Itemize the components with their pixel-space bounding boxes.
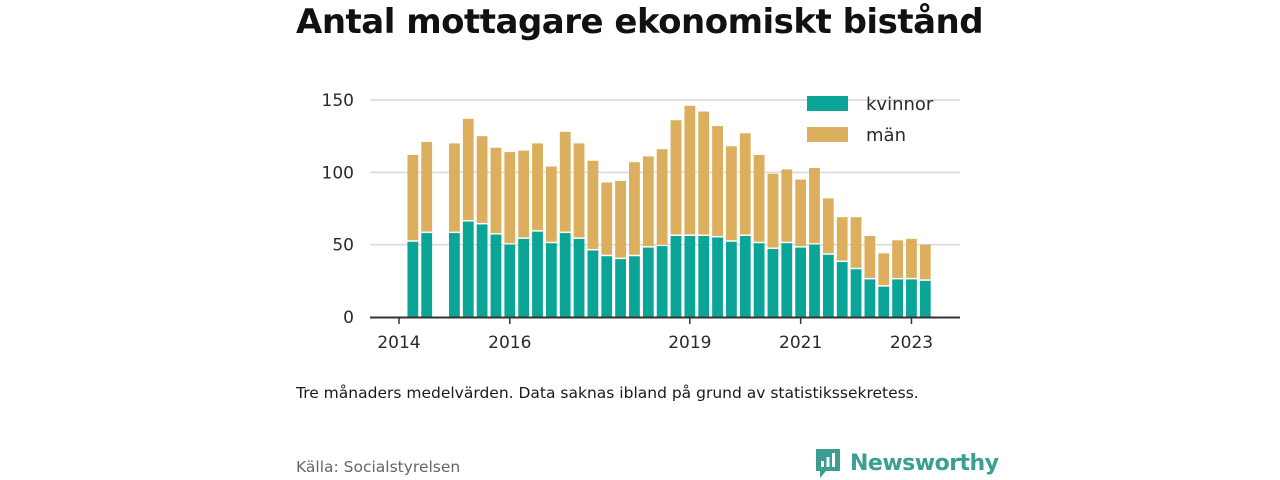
bar-man (864, 235, 876, 278)
bar-man (919, 244, 931, 280)
bar-kvinnor (864, 279, 876, 317)
bar-man (656, 149, 668, 245)
bar-kvinnor (739, 235, 751, 317)
bar-man (449, 143, 460, 232)
bar-kvinnor (836, 262, 848, 317)
bar-kvinnor (795, 247, 807, 317)
x-tick-label: 2016 (488, 333, 531, 353)
bar-kvinnor (726, 241, 737, 317)
bar-kvinnor (490, 234, 502, 317)
bar-man (795, 179, 807, 247)
legend-label: män (866, 125, 906, 146)
bar-kvinnor (629, 256, 640, 317)
bar-man (670, 120, 682, 235)
bar-kvinnor (822, 254, 834, 317)
bar-man (476, 136, 488, 223)
bar-kvinnor (892, 279, 903, 317)
brand-name: Newsworthy (850, 450, 999, 476)
bar-man (906, 238, 917, 278)
bar-kvinnor (767, 249, 779, 317)
bar-kvinnor (476, 224, 488, 317)
bar-kvinnor (656, 246, 668, 317)
bar-man (767, 173, 779, 248)
bar-man (698, 111, 710, 235)
x-tick-label: 2023 (890, 333, 933, 353)
brand-logo[interactable]: Newsworthy (814, 446, 999, 480)
bar-man (421, 141, 433, 232)
bar-kvinnor (504, 244, 516, 317)
bar-kvinnor (462, 221, 474, 317)
bar-kvinnor (601, 256, 613, 317)
legend-label: kvinnor (866, 94, 934, 115)
bar-kvinnor (712, 237, 723, 317)
bar-man (559, 131, 571, 232)
bar-man (490, 147, 502, 234)
y-tick-label: 50 (332, 236, 354, 256)
bar-kvinnor (615, 259, 626, 317)
bar-kvinnor (684, 235, 696, 317)
bar-man (822, 198, 834, 254)
bar-man (684, 105, 696, 235)
bar-kvinnor (587, 250, 599, 317)
bar-kvinnor (449, 233, 460, 317)
y-tick-label: 0 (343, 308, 354, 328)
chart-title: Antal mottagare ekonomiskt bistånd (296, 2, 984, 42)
x-tick-label: 2019 (668, 333, 711, 353)
bar-kvinnor (559, 233, 571, 317)
bar-man (545, 166, 557, 242)
chart-note: Tre månaders medelvärden. Data saknas ib… (296, 384, 919, 402)
bar-man (781, 169, 793, 242)
legend-swatch (807, 127, 848, 142)
y-tick-label: 100 (322, 163, 354, 183)
bar-man (587, 160, 599, 249)
bar-man (753, 154, 765, 242)
legend-swatch (807, 96, 848, 111)
bar-man (836, 217, 848, 261)
bar-man (601, 182, 613, 255)
bar-man (739, 133, 751, 235)
bar-kvinnor (421, 233, 433, 317)
y-tick-label: 150 (322, 91, 354, 111)
bar-man (809, 167, 820, 244)
bar-man (850, 217, 862, 268)
y-axis: 0 50 100 150 (322, 91, 354, 328)
bar-man (642, 156, 654, 247)
legend: kvinnor män (807, 94, 934, 146)
bar-man (532, 143, 543, 231)
bar-kvinnor (573, 238, 585, 317)
bar-kvinnor (809, 244, 820, 317)
bar-kvinnor (919, 280, 931, 317)
stacked-bar-chart: 0 50 100 150 2014 2016 2019 2021 2023 kvinnor mä… (322, 91, 960, 353)
bar-man (462, 118, 474, 221)
bar-man (407, 154, 419, 241)
x-tick-label: 2014 (377, 333, 420, 353)
x-tick-label: 2021 (779, 333, 822, 353)
bar-kvinnor (753, 243, 765, 317)
bar-man (518, 150, 530, 238)
bar-kvinnor (670, 235, 682, 317)
bar-kvinnor (781, 243, 793, 317)
newsworthy-logo-icon (816, 449, 840, 478)
bar-kvinnor (850, 269, 862, 317)
source-text: Källa: Socialstyrelsen (296, 458, 461, 476)
bar-kvinnor (532, 231, 543, 317)
bar-man (712, 126, 723, 236)
bar-man (878, 253, 890, 286)
bar-kvinnor (906, 279, 917, 317)
bar-kvinnor (407, 241, 419, 317)
bar-kvinnor (878, 286, 890, 317)
bar-man (504, 152, 516, 244)
bar-kvinnor (698, 235, 710, 317)
bar-man (573, 143, 585, 238)
x-axis: 2014 2016 2019 2021 2023 (370, 316, 960, 353)
bars (407, 105, 931, 317)
bar-kvinnor (518, 238, 530, 317)
bar-kvinnor (642, 247, 654, 317)
bar-man (892, 240, 903, 278)
bar-man (726, 146, 737, 241)
bar-man (629, 162, 640, 255)
bar-man (615, 181, 626, 258)
bar-kvinnor (545, 243, 557, 317)
